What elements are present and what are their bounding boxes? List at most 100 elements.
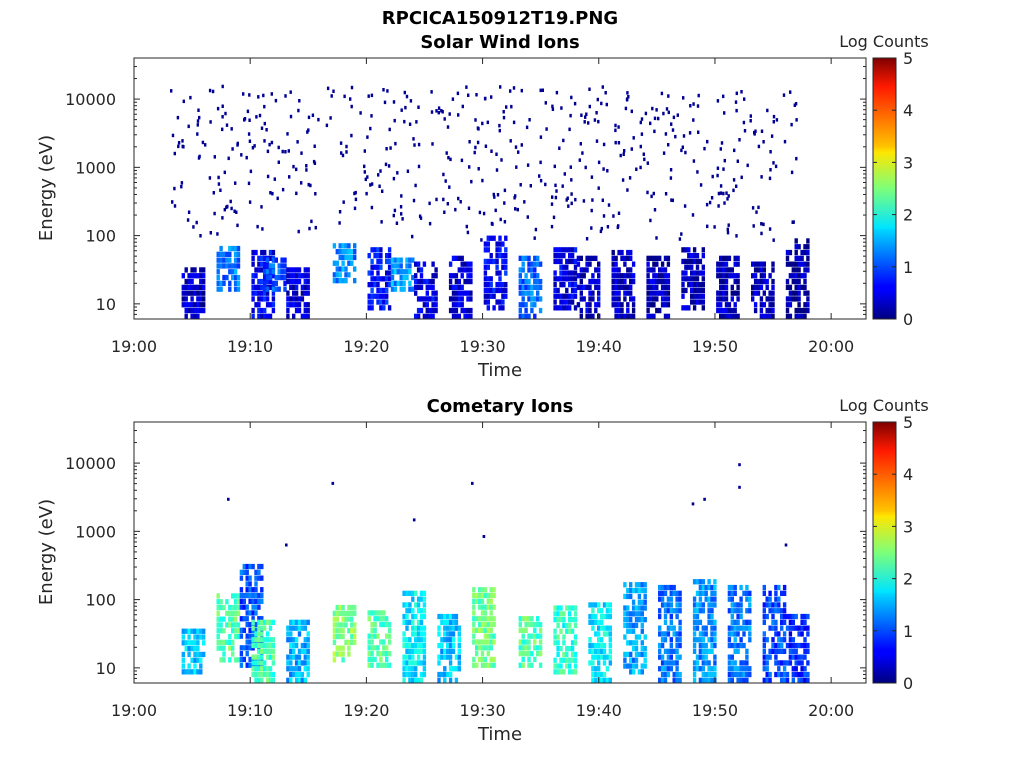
data-pixel (736, 602, 740, 608)
data-pixel (756, 290, 761, 296)
data-pixel (451, 613, 456, 620)
data-pixel (719, 184, 723, 188)
data-pixel (573, 101, 577, 106)
data-pixel (666, 278, 671, 285)
data-pixel (698, 648, 703, 654)
data-pixel (257, 290, 261, 296)
data-pixel (228, 245, 232, 252)
data-pixel (225, 257, 229, 263)
data-pixel (277, 274, 281, 281)
data-pixel (701, 637, 705, 643)
data-pixel (400, 212, 403, 216)
data-pixel (286, 273, 290, 279)
data-pixel (271, 677, 276, 683)
data-pixel (332, 639, 337, 645)
data-pixel (271, 269, 276, 275)
data-pixel (602, 677, 607, 683)
data-pixel (533, 621, 537, 628)
data-pixel (687, 253, 691, 259)
data-pixel (379, 610, 383, 616)
data-pixel (771, 278, 775, 285)
data-pixel (387, 164, 391, 168)
data-pixel (748, 637, 752, 643)
data-pixel (777, 608, 781, 614)
data-pixel (568, 669, 572, 675)
data-pixel (306, 666, 310, 672)
data-pixel (239, 592, 244, 599)
x-tick-label: 19:00 (111, 701, 157, 720)
x-tick-label: 19:20 (343, 337, 389, 356)
data-pixel (342, 200, 345, 204)
data-pixel (242, 563, 246, 570)
data-pixel (570, 282, 575, 288)
data-pixel (393, 280, 398, 286)
data-pixel (489, 253, 493, 259)
data-pixel (414, 613, 418, 620)
data-pixel (209, 231, 212, 235)
data-pixel (538, 662, 543, 668)
data-pixel (353, 266, 357, 272)
data-pixel (187, 646, 191, 652)
data-pixel (254, 610, 258, 616)
data-pixel (416, 642, 421, 649)
data-pixel (306, 313, 310, 319)
data-pixel (332, 610, 337, 616)
data-pixel (251, 616, 255, 622)
data-pixel (565, 258, 569, 265)
data-pixel (681, 305, 685, 311)
data-pixel (228, 633, 232, 640)
data-pixel (565, 651, 569, 658)
data-pixel (288, 175, 291, 179)
data-pixel (419, 278, 424, 285)
data-pixel (181, 273, 185, 279)
data-pixel (605, 625, 610, 631)
data-pixel (498, 276, 502, 282)
data-pixel (306, 290, 310, 296)
data-pixel (483, 258, 488, 265)
data-pixel (663, 255, 668, 261)
data-pixel (794, 313, 798, 319)
data-pixel (520, 143, 523, 147)
data-pixel (707, 648, 711, 654)
data-pixel (573, 276, 578, 282)
data-pixel (297, 267, 302, 273)
data-pixel (794, 278, 798, 285)
data-pixel (376, 287, 380, 294)
data-pixel (594, 677, 598, 683)
data-pixel (684, 305, 688, 311)
data-pixel (567, 204, 570, 208)
data-pixel (193, 646, 197, 652)
data-pixel (710, 596, 714, 602)
data-pixel (263, 290, 267, 296)
data-pixel (353, 191, 356, 196)
data-pixel (344, 622, 348, 628)
data-pixel (599, 642, 604, 649)
data-pixel (501, 299, 505, 305)
data-pixel (233, 286, 238, 292)
data-pixel (296, 140, 299, 144)
data-pixel (332, 616, 337, 622)
data-pixel (416, 284, 421, 290)
data-pixel (273, 177, 276, 181)
data-pixel (721, 307, 726, 314)
data-pixel (411, 608, 415, 614)
data-pixel (363, 164, 366, 169)
data-pixel (370, 247, 374, 253)
data-pixel (538, 261, 543, 267)
data-pixel (347, 243, 351, 249)
data-pixel (704, 660, 708, 666)
data-pixel (678, 608, 682, 614)
data-pixel (475, 93, 478, 97)
data-pixel (456, 91, 460, 96)
data-pixel (606, 169, 609, 173)
data-pixel (749, 114, 752, 118)
data-pixel (228, 286, 232, 292)
data-pixel (696, 104, 700, 108)
data-pixel (457, 637, 461, 643)
data-pixel (721, 273, 726, 279)
data-pixel (354, 190, 357, 195)
data-pixel (379, 662, 383, 668)
data-pixel (190, 267, 194, 273)
data-pixel (553, 276, 557, 282)
data-pixel (451, 313, 456, 319)
